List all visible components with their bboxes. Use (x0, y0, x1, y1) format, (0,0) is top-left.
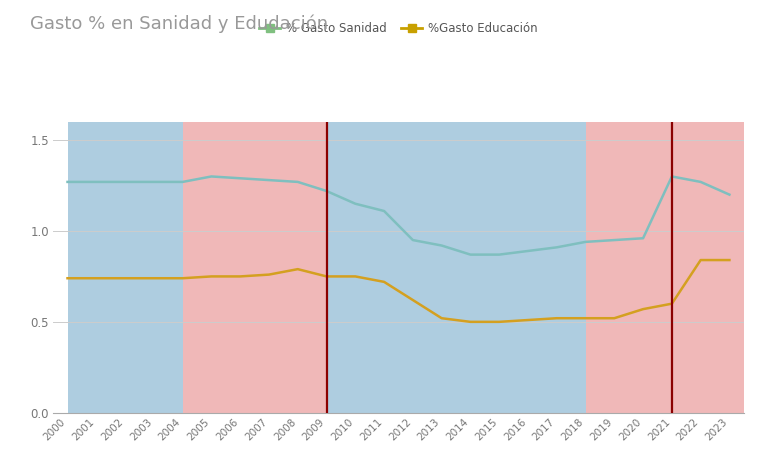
Text: Gasto % en Sanidad y Edudación: Gasto % en Sanidad y Edudación (30, 14, 329, 32)
Bar (68, 122, 183, 413)
Bar (326, 122, 585, 413)
Legend: % Gasto Sanidad, %Gasto Educación: % Gasto Sanidad, %Gasto Educación (254, 17, 543, 40)
Bar (183, 122, 326, 413)
Bar (585, 122, 758, 413)
